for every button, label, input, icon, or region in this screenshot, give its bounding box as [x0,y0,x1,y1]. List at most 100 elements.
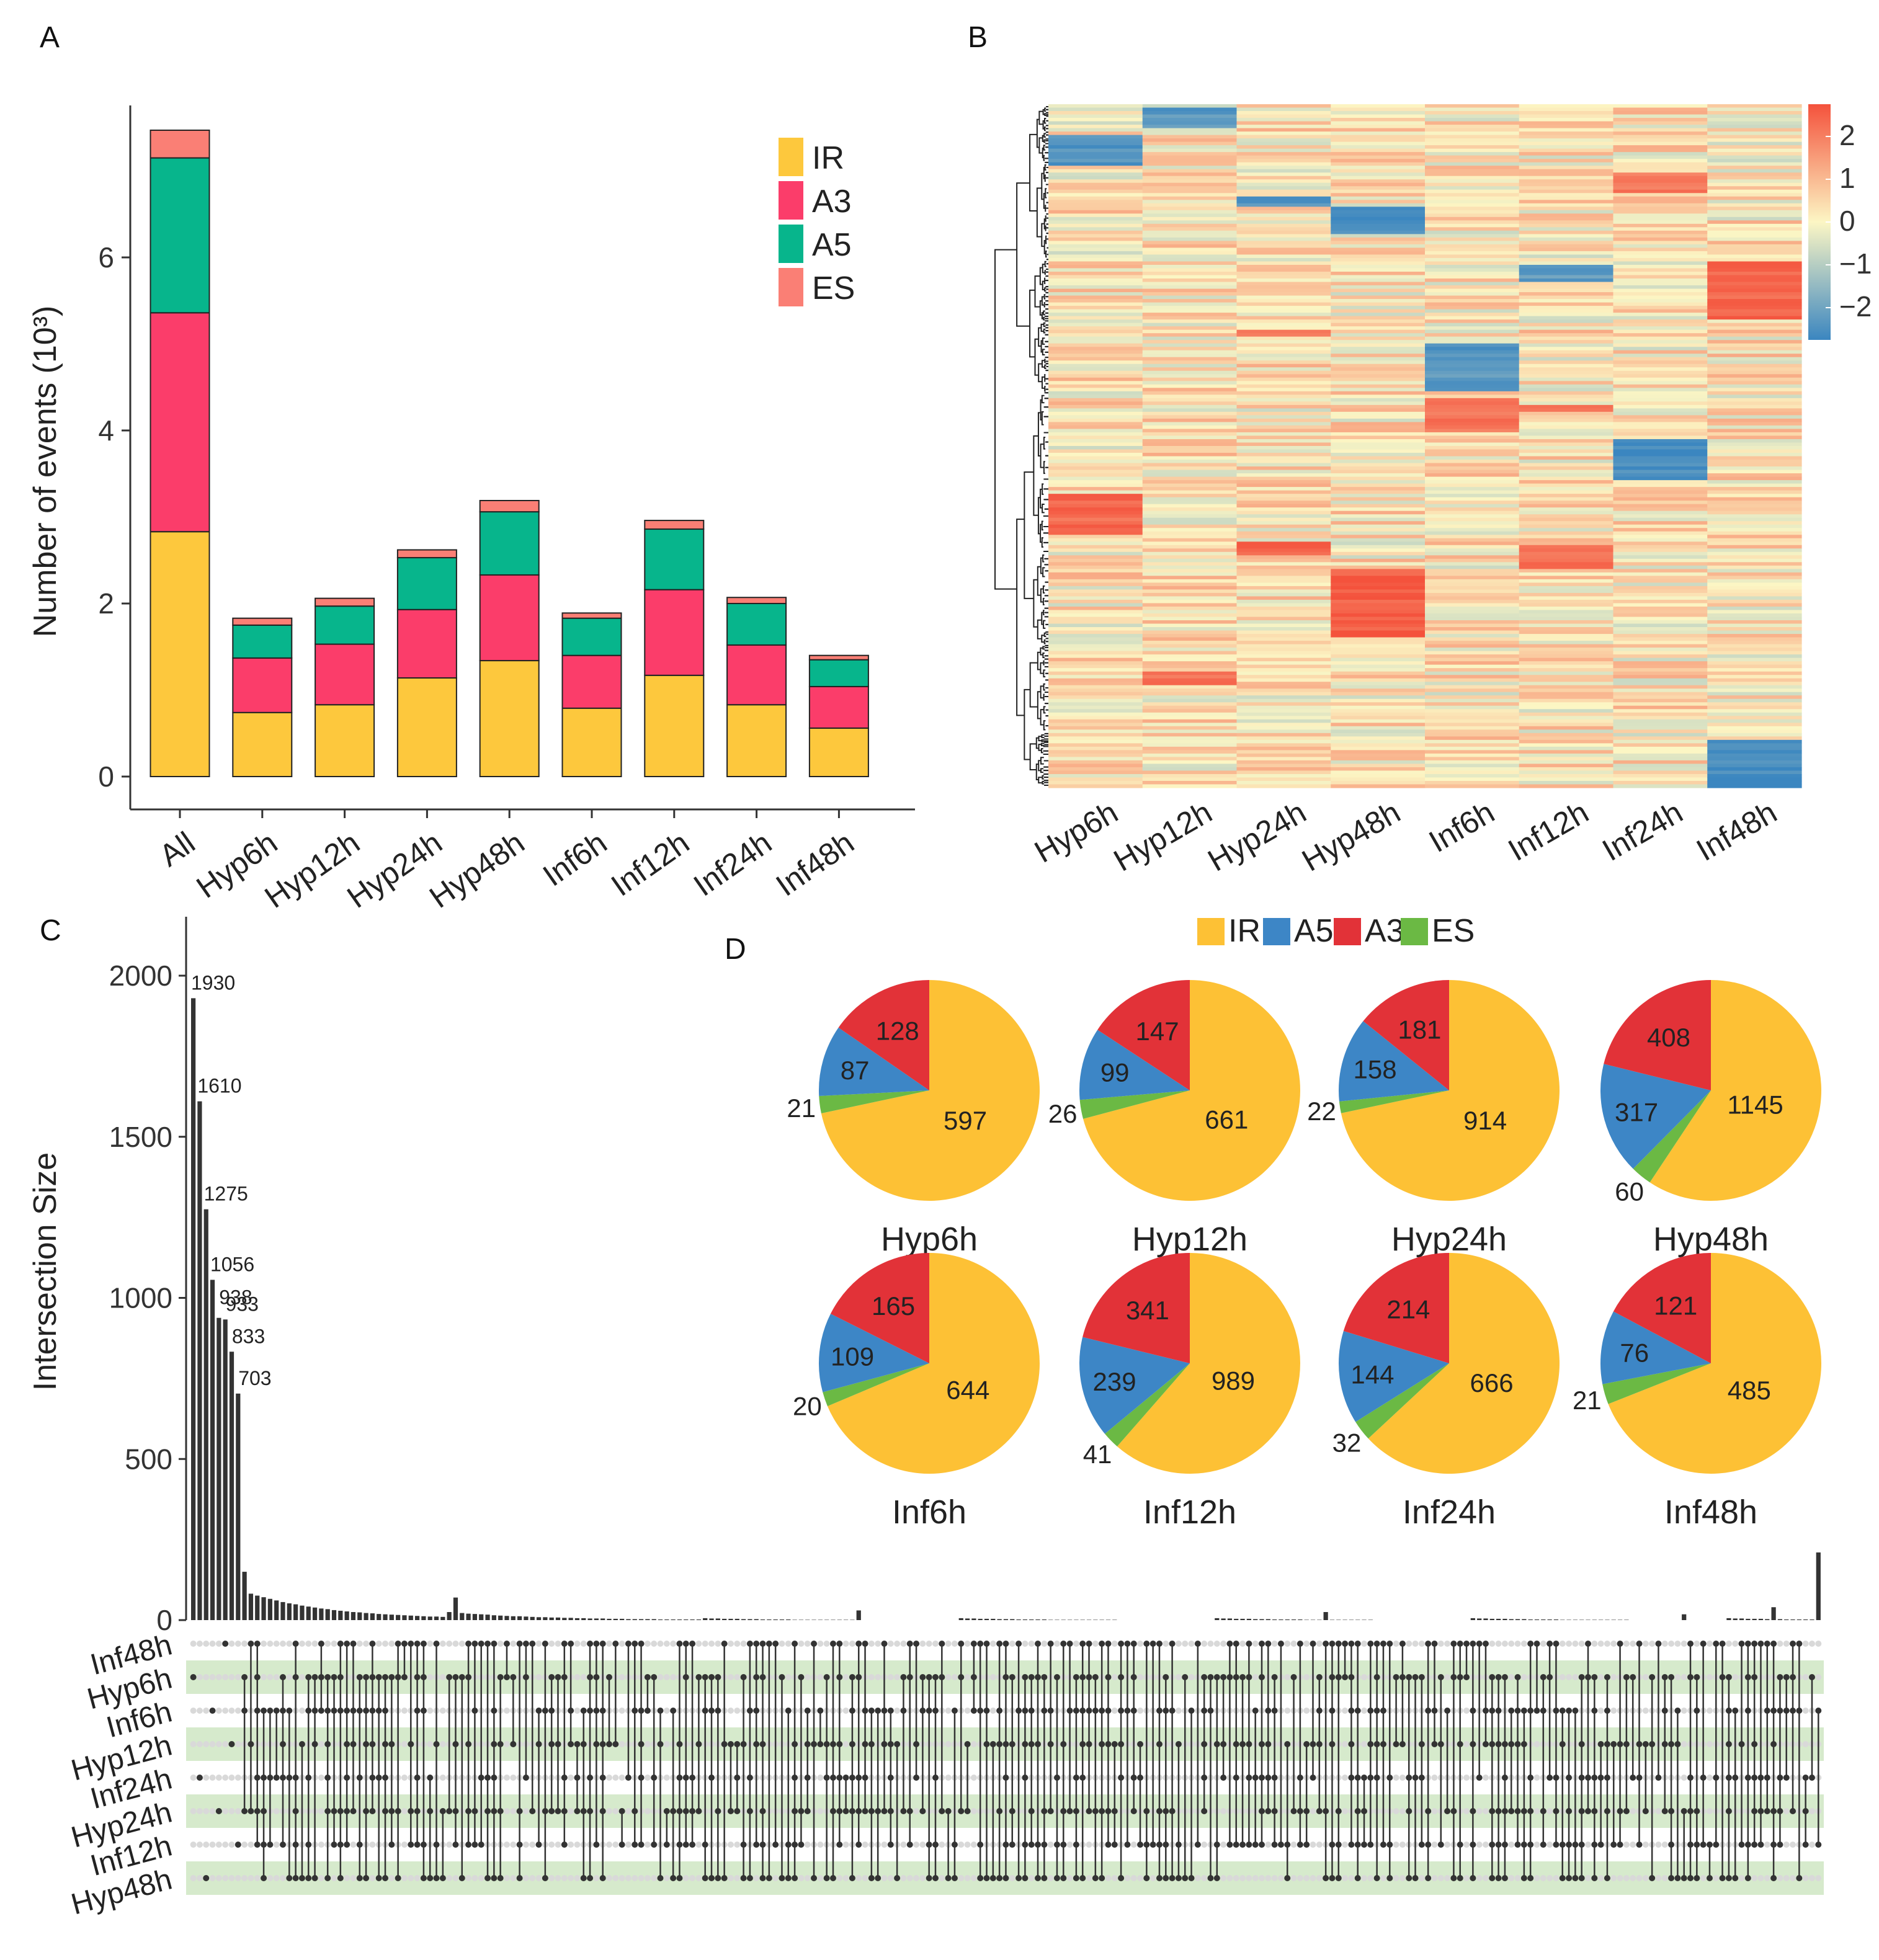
heatmap-cell [1142,494,1238,498]
matrix-dot-inactive [568,1875,574,1881]
heatmap-cell [1707,644,1802,648]
heatmap-cell [1519,432,1614,437]
heatmap-cell [1048,285,1143,290]
heatmap-cell [1142,118,1238,122]
matrix-dot-inactive [401,1775,408,1781]
matrix-dot-inactive [1610,1674,1617,1680]
matrix-dot-inactive [900,1875,907,1881]
heatmap-cell [1331,408,1426,412]
heatmap-cell [1236,572,1331,576]
dendrogram-link [1035,764,1039,781]
heatmap-cell [1048,562,1143,566]
heatmap-cell [1613,329,1708,334]
matrix-dot-inactive [1482,1842,1489,1848]
heatmap-cell [1236,579,1331,583]
intersection-bar [1022,1619,1028,1620]
dendrogram-link [1040,685,1044,699]
dendrogram-link [1043,620,1046,629]
heatmap-cell [1519,415,1614,419]
heatmap-cell [1519,271,1614,276]
heatmap-cell [1331,189,1426,194]
heatmap-cell [1425,388,1520,392]
heatmap-cell [1048,166,1143,170]
matrix-dot-inactive [989,1674,996,1680]
matrix-dot-inactive [1546,1875,1553,1881]
heatmap-cell [1236,760,1331,765]
intersection-bar [364,1613,368,1620]
matrix-dot-inactive [913,1842,920,1848]
matrix-dot-inactive [382,1641,389,1647]
pie-slice-a3 [1082,1253,1190,1363]
heatmap-cell [1707,661,1802,666]
heatmap-cell [1519,182,1614,187]
matrix-dot-inactive [1399,1842,1406,1848]
heatmap-cell [1236,490,1331,494]
heatmap-cell [1707,347,1802,351]
matrix-dot-inactive [1630,1842,1636,1848]
heatmap-cell [1048,316,1143,320]
heatmap-cell [1048,138,1143,143]
heatmap-cell [1048,623,1143,628]
heatmap-cell [1425,162,1520,166]
heatmap-cell [1142,166,1238,170]
heatmap-cell [1519,562,1614,566]
bar-value-label: 703 [238,1367,271,1389]
matrix-dot-inactive [1252,1674,1259,1680]
panel-label-b: B [968,21,988,54]
heatmap-cell [1048,480,1143,484]
heatmap-cell [1425,517,1520,522]
heatmap-cell [1519,189,1614,194]
heatmap-cell [1331,767,1426,772]
matrix-dot-inactive [644,1775,651,1781]
heatmap-cell [1519,634,1614,638]
intersection-bar [984,1618,989,1620]
matrix-dot-inactive [1265,1875,1272,1881]
pie-slice-a5 [1079,1337,1190,1434]
heatmap-cell [1048,637,1143,641]
dendrogram-leaf [1046,263,1048,270]
matrix-dot-inactive [286,1674,293,1680]
heatmap-cell [1707,688,1802,693]
matrix-dot-inactive [593,1875,600,1881]
heatmap-cell [1613,712,1708,716]
matrix-dot-inactive [1252,1875,1259,1881]
heatmap-cell [1519,716,1614,720]
heatmap-cell [1707,251,1802,256]
heatmap-cell [1613,541,1708,546]
intersection-bar [1784,1619,1789,1620]
matrix-dot-inactive [190,1842,197,1848]
heatmap-cell [1331,152,1426,156]
matrix-dot-inactive [919,1641,926,1647]
matrix-dot-inactive [1623,1641,1630,1647]
heatmap-cell [1048,678,1143,682]
heatmap-cell [1236,487,1331,491]
matrix-dot-inactive [548,1875,555,1881]
heatmap-cell [1425,125,1520,129]
heatmap-cell [1048,750,1143,754]
dendrogram-link [1042,775,1044,780]
heatmap-cell [1425,610,1520,614]
heatmap-cell [1425,719,1520,723]
dendrogram-link [1039,267,1043,285]
heatmap-cell [1236,422,1331,426]
heatmap-cell [1048,435,1143,440]
matrix-dot-active [222,1641,229,1647]
pie-value-label-a5: 76 [1620,1338,1649,1367]
heatmap-cell [1707,456,1802,460]
matrix-dot-inactive [234,1808,241,1814]
heatmap-cell [1425,446,1520,450]
heatmap-cell [1425,641,1520,645]
matrix-dot-inactive [682,1875,689,1881]
matrix-dot-inactive [1259,1875,1265,1881]
matrix-dot-inactive [215,1842,222,1848]
bar-value-label: 833 [232,1325,265,1347]
matrix-dot-inactive [1790,1875,1796,1881]
heatmap-cell [1142,716,1238,720]
heatmap-cell [1048,367,1143,372]
matrix-dot-inactive [970,1875,977,1881]
intersection-bar [293,1604,298,1620]
heatmap-cell [1613,764,1708,768]
pie-value-label-a5: 317 [1615,1098,1658,1127]
matrix-dot-inactive [318,1775,324,1781]
matrix-dot-inactive [1617,1875,1623,1881]
